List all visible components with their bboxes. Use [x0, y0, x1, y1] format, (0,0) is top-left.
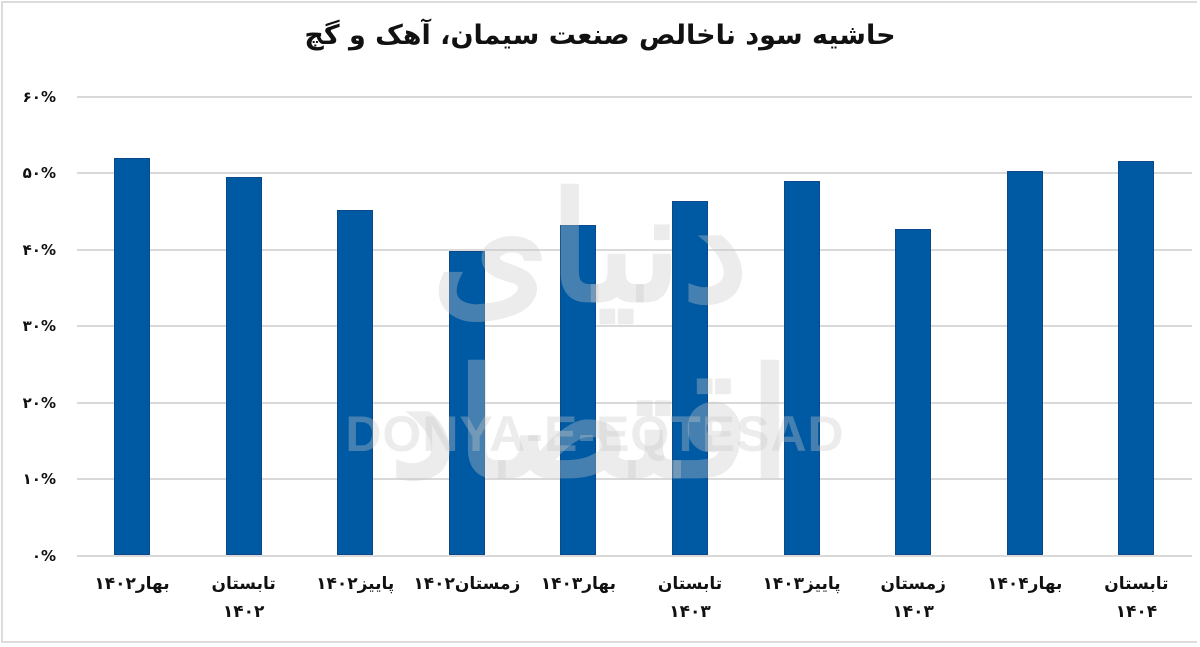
- y-tick-label: ۳۰%: [22, 317, 56, 335]
- x-label-line1: پاییز۱۴۰۳: [762, 574, 841, 594]
- bar: [337, 209, 374, 556]
- y-tick-label: ۱۰%: [22, 470, 56, 488]
- x-label-line1: تابستان: [657, 574, 723, 594]
- y-tick-label: ۰%: [31, 546, 56, 565]
- x-label-line1: بهار۱۴۰۲: [94, 574, 170, 594]
- x-label-line1: زمستان: [880, 574, 946, 594]
- bar: [672, 201, 708, 556]
- y-tick-label: ۶۰%: [22, 87, 56, 106]
- x-label-line1: پاییز۱۴۰۲: [316, 574, 395, 594]
- x-label-line1: بهار۱۴۰۳: [540, 574, 617, 594]
- x-tick-label: بهار۱۴۰۳: [523, 570, 633, 598]
- bar: [225, 176, 262, 556]
- gridline: [77, 401, 1192, 404]
- gridline: [77, 172, 1192, 174]
- bar: [448, 251, 485, 556]
- gridline: [77, 325, 1192, 327]
- gridline: [77, 248, 1192, 251]
- x-tick-label: زمستان۱۴۰۲: [412, 570, 522, 598]
- x-label-line1: بهار۱۴۰۴: [987, 574, 1063, 594]
- bar: [895, 228, 932, 556]
- bar: [114, 158, 150, 556]
- x-label-line2: ۱۴۰۳: [892, 602, 934, 622]
- x-label-line2: ۱۴۰۳: [669, 602, 711, 622]
- x-label-line2: ۱۴۰۴: [1115, 602, 1158, 622]
- x-tick-label: پاییز۱۴۰۲: [300, 570, 410, 598]
- x-tick-label: بهار۱۴۰۴: [970, 570, 1080, 598]
- x-tick-label: تابستان ۱۴۰۲: [189, 570, 299, 626]
- x-label-line1: زمستان۱۴۰۲: [413, 574, 521, 594]
- gridline: [77, 478, 1192, 480]
- x-label-line1: تابستان: [1104, 574, 1169, 594]
- x-tick-label: تابستان ۱۴۰۳: [635, 570, 745, 626]
- x-label-line2: ۱۴۰۲: [222, 602, 265, 622]
- y-tick-label: ۵۰%: [22, 164, 56, 182]
- bar: [783, 181, 820, 556]
- gridline: [77, 95, 1192, 98]
- y-tick-label: ۲۰%: [22, 393, 56, 412]
- bar: [560, 225, 597, 556]
- y-tick-label: ۴۰%: [22, 240, 56, 259]
- x-label-line1: تابستان: [211, 574, 276, 594]
- x-tick-label: تابستان ۱۴۰۴: [1081, 570, 1191, 626]
- gridline: [77, 554, 1192, 557]
- bar: [1006, 170, 1043, 556]
- x-tick-label: بهار۱۴۰۲: [77, 570, 187, 598]
- chart-title: حاشیه سود ناخالص صنعت سیمان، آهک و گچ: [304, 20, 896, 51]
- bar: [1118, 160, 1155, 556]
- x-tick-label: زمستان ۱۴۰۳: [858, 570, 968, 626]
- x-tick-label: پاییز۱۴۰۳: [747, 570, 857, 598]
